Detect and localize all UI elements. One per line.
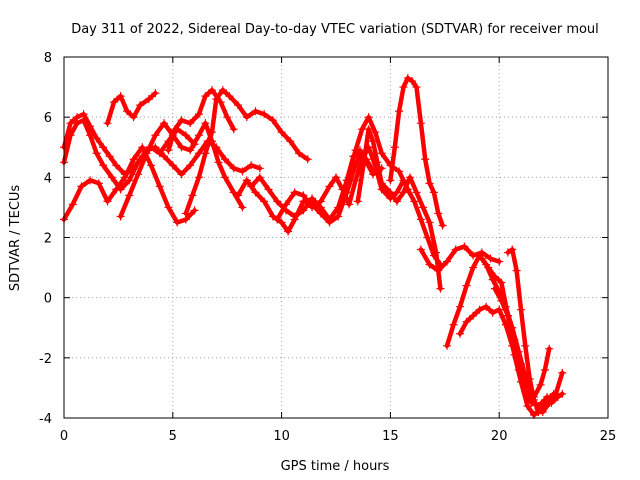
x-tick-label: 15 [382,429,399,444]
y-tick-label: 0 [44,292,52,307]
series-pass-12 [386,74,447,230]
series-line [118,120,245,219]
data-point-markers [477,254,558,419]
y-tick-label: 2 [44,232,52,247]
x-tick-label: 5 [169,429,177,444]
x-axis-label: GPS time / hours [281,459,390,474]
data-point-markers [103,89,160,128]
data-point-markers [342,113,445,269]
series-line [61,145,197,225]
series-pass-18 [503,245,567,416]
series-line [479,256,556,418]
x-tick-label: 20 [491,429,508,444]
series-pass-13 [342,113,445,269]
data-point-markers [164,86,238,155]
series-line [105,90,158,126]
series-pass-4 [60,143,199,227]
x-tick-label: 0 [60,429,68,444]
y-tick-label: 4 [44,171,52,186]
series-pass-10 [273,143,408,224]
series-pass-3 [103,89,160,128]
series-pass-8 [234,149,377,236]
series-pass-6 [181,86,312,218]
chart-title: Day 311 of 2022, Sidereal Day-to-day VTE… [71,22,599,37]
y-tick-label: -2 [39,352,52,367]
series-line [183,87,310,216]
series-line [344,114,443,267]
plot-area [60,74,567,419]
series-pass-19 [477,254,558,419]
y-tick-label: -4 [39,412,52,427]
series-line [505,247,565,415]
x-tick-label: 10 [273,429,290,444]
series-pass-14 [416,242,504,275]
data-point-markers [386,74,447,230]
data-point-markers [416,242,504,275]
y-tick-label: 6 [44,111,52,126]
series-pass-11 [353,125,445,293]
y-axis-label: SDTVAR / TECUs [8,185,23,292]
data-point-markers [116,119,247,221]
data-point-markers [273,143,408,224]
y-tick-label: 8 [44,51,52,66]
series-line [166,87,236,153]
series-pass-7 [164,86,238,155]
series-pass-5 [116,119,247,221]
data-point-markers [353,125,445,293]
series-line [418,244,502,273]
x-tick-label: 25 [600,429,617,444]
series-pass-2 [60,116,264,194]
axis-ticks: 0 5 10 15 20 25 -4 -2 0 2 4 6 8 [39,51,616,444]
